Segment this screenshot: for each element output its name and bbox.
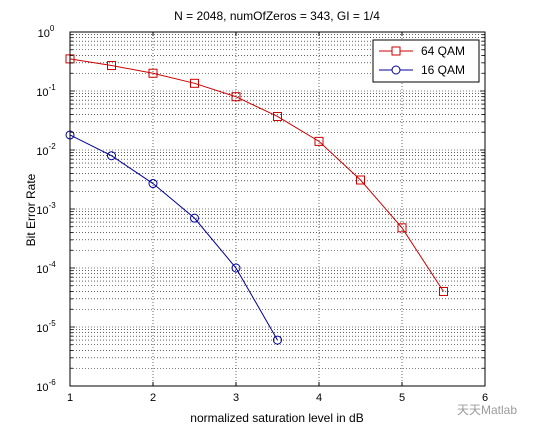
data-point-circle [107,151,116,161]
x-tick-label: 4 [316,392,322,404]
y-tick-label: 10-1 [36,83,56,99]
data-point-square [148,68,158,78]
axis-ticks: 1 2 3 4 5 6 100 10-1 10-2 10-3 10-4 10-5 10-6 [36,24,488,404]
x-tick-label: 6 [482,392,488,404]
x-tick-label: 1 [67,392,73,404]
data-point-square [397,223,407,233]
legend: 64 QAM 16 QAM [372,39,480,83]
data-point-circle [231,263,241,273]
legend-marker-circle [391,65,401,75]
legend-label: 16 QAM [421,63,465,77]
series-line [69,58,444,292]
data-point-square [439,286,448,296]
y-tick-label: 10-5 [36,319,56,335]
chart-title: N = 2048, numOfZeros = 343, GI = 1/4 [174,9,380,23]
data-point-square [356,175,365,185]
x-tick-label: 5 [399,392,405,404]
y-axis-label: Bit Error Rate [24,173,38,246]
legend-marker-square [391,46,401,56]
legend-item: 64 QAM [379,44,465,58]
x-axis-label: normalized saturation level in dB [190,411,363,425]
data-point-circle [190,213,199,223]
data-point-square [314,136,324,146]
series-layer [65,54,448,345]
data-point-square [190,78,199,88]
y-tick-label: 10-4 [36,260,56,276]
data-point-square [231,92,241,102]
series-64qam [65,54,448,296]
x-tick-label: 3 [233,392,239,404]
grid [70,32,485,386]
legend-label: 64 QAM [421,44,465,58]
legend-box [372,39,480,83]
legend-item: 16 QAM [379,63,465,77]
x-tick-label: 2 [150,392,156,404]
y-tick-label: 10-2 [36,142,56,158]
y-tick-label: 10-6 [36,378,56,394]
y-tick-label: 100 [38,24,55,40]
data-point-square [273,111,282,121]
series-16qam [65,130,282,345]
y-tick-label: 10-3 [36,201,56,217]
data-point-circle [148,179,158,189]
data-point-circle [273,335,282,345]
series-line [69,134,278,341]
data-point-square [107,61,116,71]
watermark: 天天Matlab [456,403,517,417]
